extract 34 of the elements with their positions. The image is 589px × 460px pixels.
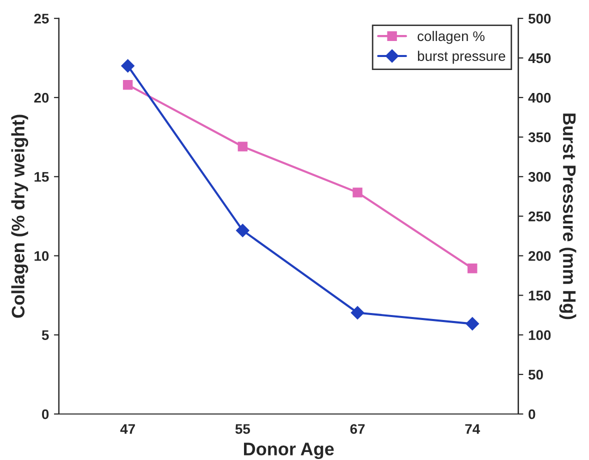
y-tick-label: 25 [34, 14, 49, 24]
point [238, 142, 248, 152]
y2-tick-label: 0 [528, 409, 536, 420]
x-tick-label: 55 [235, 424, 250, 434]
y-tick-label: 0 [42, 409, 49, 420]
y2-tick-label: 350 [528, 132, 551, 142]
y-tick-label: 5 [42, 330, 49, 340]
y-tick-label: 10 [34, 251, 49, 261]
y2-tick-label: 150 [528, 290, 551, 300]
legend-label: burst pressure [418, 50, 506, 64]
y2-tick-label: 300 [528, 172, 551, 182]
point [236, 224, 250, 238]
point [121, 59, 134, 72]
y-tick-label: 20 [34, 92, 49, 103]
point [122, 80, 133, 90]
point [352, 188, 362, 198]
x-tick-label: 47 [120, 424, 135, 434]
x-axis-title: Donor Age [244, 442, 334, 460]
y-tick-label: 15 [34, 172, 49, 182]
y2-tick-label: 100 [528, 330, 551, 340]
y2-tick-label: 50 [528, 370, 543, 380]
x-tick-label: 74 [465, 424, 480, 434]
point [468, 264, 478, 274]
y2-tick-label: 250 [528, 212, 551, 222]
y2-tick-label: 200 [528, 251, 551, 261]
y2-tick-label: 500 [528, 14, 551, 24]
point [466, 317, 479, 330]
y2-tick-label: 400 [528, 92, 551, 103]
y2-tick-label: 450 [528, 53, 551, 64]
y-axis-title: Collagen (% dry weight) [11, 114, 28, 318]
legend-label: collagen % [418, 30, 485, 44]
x-tick-label: 67 [350, 424, 365, 434]
point [350, 306, 364, 320]
y2-axis-title: Burst Pressure (mm Hg) [559, 114, 576, 320]
